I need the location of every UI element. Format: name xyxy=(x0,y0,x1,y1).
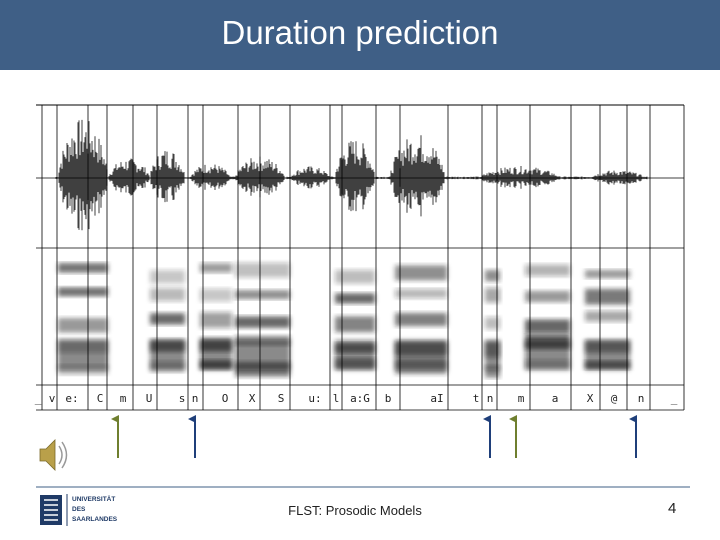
formant xyxy=(525,340,570,370)
formant xyxy=(58,340,108,370)
phoneme-label: m xyxy=(120,392,127,405)
logo: UNIVERSITÄT DES SAARLANDES xyxy=(40,494,118,526)
phoneme-label: aI xyxy=(430,392,443,405)
formant xyxy=(395,340,447,370)
formant xyxy=(200,263,232,273)
spectrogram xyxy=(58,262,630,378)
waveform-trace xyxy=(55,119,648,231)
formant xyxy=(485,269,500,282)
formant xyxy=(200,288,232,302)
waveform xyxy=(55,119,648,231)
phoneme-label: _ xyxy=(671,392,678,405)
segment-lines xyxy=(41,105,685,410)
formant xyxy=(235,262,290,278)
formant xyxy=(235,316,290,328)
formant xyxy=(485,340,500,370)
title-bar xyxy=(0,0,720,70)
formant xyxy=(150,270,185,284)
phoneme-label: @ xyxy=(611,392,618,405)
phoneme-label: n xyxy=(638,392,645,405)
phoneme-label: X xyxy=(587,392,594,405)
phoneme-label: n xyxy=(487,392,494,405)
formant xyxy=(58,318,108,333)
phoneme-label: S xyxy=(278,392,285,405)
formant xyxy=(395,265,447,281)
phoneme-label: t xyxy=(473,392,480,405)
formant xyxy=(335,269,375,284)
formant xyxy=(150,313,185,325)
formant xyxy=(200,312,232,328)
formant xyxy=(485,287,500,303)
formant xyxy=(585,288,630,305)
phoneme-label: n xyxy=(192,392,199,405)
phoneme-label: _ xyxy=(35,392,42,405)
formant xyxy=(585,310,630,322)
logo-text: DES xyxy=(72,506,86,513)
logo-text: UNIVERSITÄT xyxy=(72,495,115,503)
slide-title: Duration prediction xyxy=(221,14,499,51)
phoneme-label: v xyxy=(49,392,56,405)
formant xyxy=(335,340,375,370)
phoneme-label: O xyxy=(222,392,229,405)
phoneme-label: s xyxy=(179,392,186,405)
page-number: 4 xyxy=(668,500,677,517)
formant xyxy=(150,340,185,370)
formant xyxy=(525,290,570,303)
formant xyxy=(58,287,108,297)
speaker-icon xyxy=(39,439,68,471)
phoneme-label: U xyxy=(146,392,153,405)
formant xyxy=(585,269,630,279)
formant xyxy=(200,340,232,370)
formant xyxy=(525,319,570,334)
formant xyxy=(150,288,185,301)
formant xyxy=(58,262,108,273)
phoneme-label: b xyxy=(385,392,392,405)
formant xyxy=(335,293,375,304)
phoneme-label: a xyxy=(552,392,559,405)
formant xyxy=(235,340,290,370)
footer-text: FLST: Prosodic Models xyxy=(288,503,422,518)
logo-text: SAARLANDES xyxy=(72,516,118,523)
phoneme-label: C xyxy=(97,392,104,405)
formant xyxy=(585,340,630,370)
phoneme-label: m xyxy=(518,392,525,405)
phoneme-label: a:G xyxy=(350,392,370,405)
phoneme-label: l xyxy=(333,392,340,405)
formant xyxy=(485,366,500,378)
formant xyxy=(235,290,290,300)
formant xyxy=(395,312,447,327)
formant xyxy=(525,264,570,277)
formant xyxy=(395,288,447,299)
phoneme-label: e: xyxy=(65,392,78,405)
phoneme-label: X xyxy=(249,392,256,405)
formant xyxy=(485,317,500,330)
formant xyxy=(335,316,375,333)
phoneme-label: u: xyxy=(308,392,321,405)
